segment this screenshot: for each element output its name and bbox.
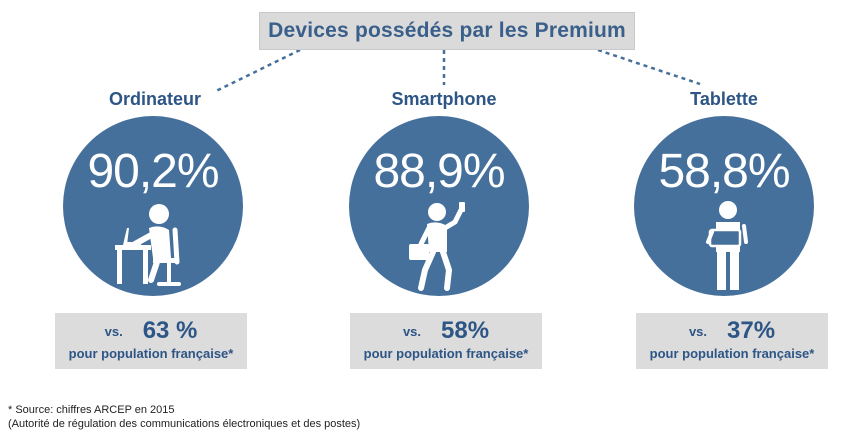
- infographic-title: Devices possédés par les Premium: [259, 12, 635, 50]
- connector-right: [597, 48, 701, 86]
- percent-tablette: 58,8%: [658, 145, 790, 198]
- device-label-smartphone: Smartphone: [391, 89, 497, 109]
- connector-left: [213, 48, 301, 94]
- footnote: * Source: chiffres ARCEP en 2015 (Autori…: [8, 403, 360, 431]
- population-label: pour population française*: [649, 346, 815, 361]
- device-label-tablette: Tablette: [690, 89, 758, 109]
- circle-ordinateur: 90,2%: [63, 116, 243, 296]
- footnote-authority: (Autorité de régulation des communicatio…: [8, 418, 361, 430]
- vs-label: vs.: [402, 323, 422, 339]
- percent-smartphone: 88,9%: [373, 145, 505, 198]
- title-text: Devices possédés par les Premium: [268, 19, 626, 42]
- comparison-box-tablette: vs. 37% pour population française*: [636, 313, 828, 369]
- comparison-value-tablette: 37%: [727, 317, 776, 344]
- vs-label: vs.: [104, 323, 123, 339]
- circle-tablette: 58,8%: [634, 116, 814, 296]
- comparison-value-ordinateur: 63 %: [142, 317, 198, 344]
- population-label: pour population française*: [363, 346, 529, 361]
- population-label: pour population française*: [68, 346, 234, 361]
- comparison-box-smartphone: vs. 58% pour population française*: [350, 313, 542, 369]
- comparison-value-smartphone: 58%: [441, 317, 490, 344]
- percent-ordinateur: 90,2%: [87, 145, 219, 198]
- person-at-computer-icon: [115, 204, 181, 286]
- person-walking-with-phone-icon: [409, 202, 465, 291]
- device-label-ordinateur: Ordinateur: [108, 89, 201, 109]
- vs-label: vs.: [688, 323, 708, 339]
- person-holding-tablet-icon: [706, 201, 748, 290]
- comparison-box-ordinateur: vs. 63 % pour population française*: [55, 313, 247, 369]
- footnote-source: * Source: chiffres ARCEP en 2015: [8, 404, 175, 416]
- circle-smartphone: 88,9%: [349, 116, 529, 296]
